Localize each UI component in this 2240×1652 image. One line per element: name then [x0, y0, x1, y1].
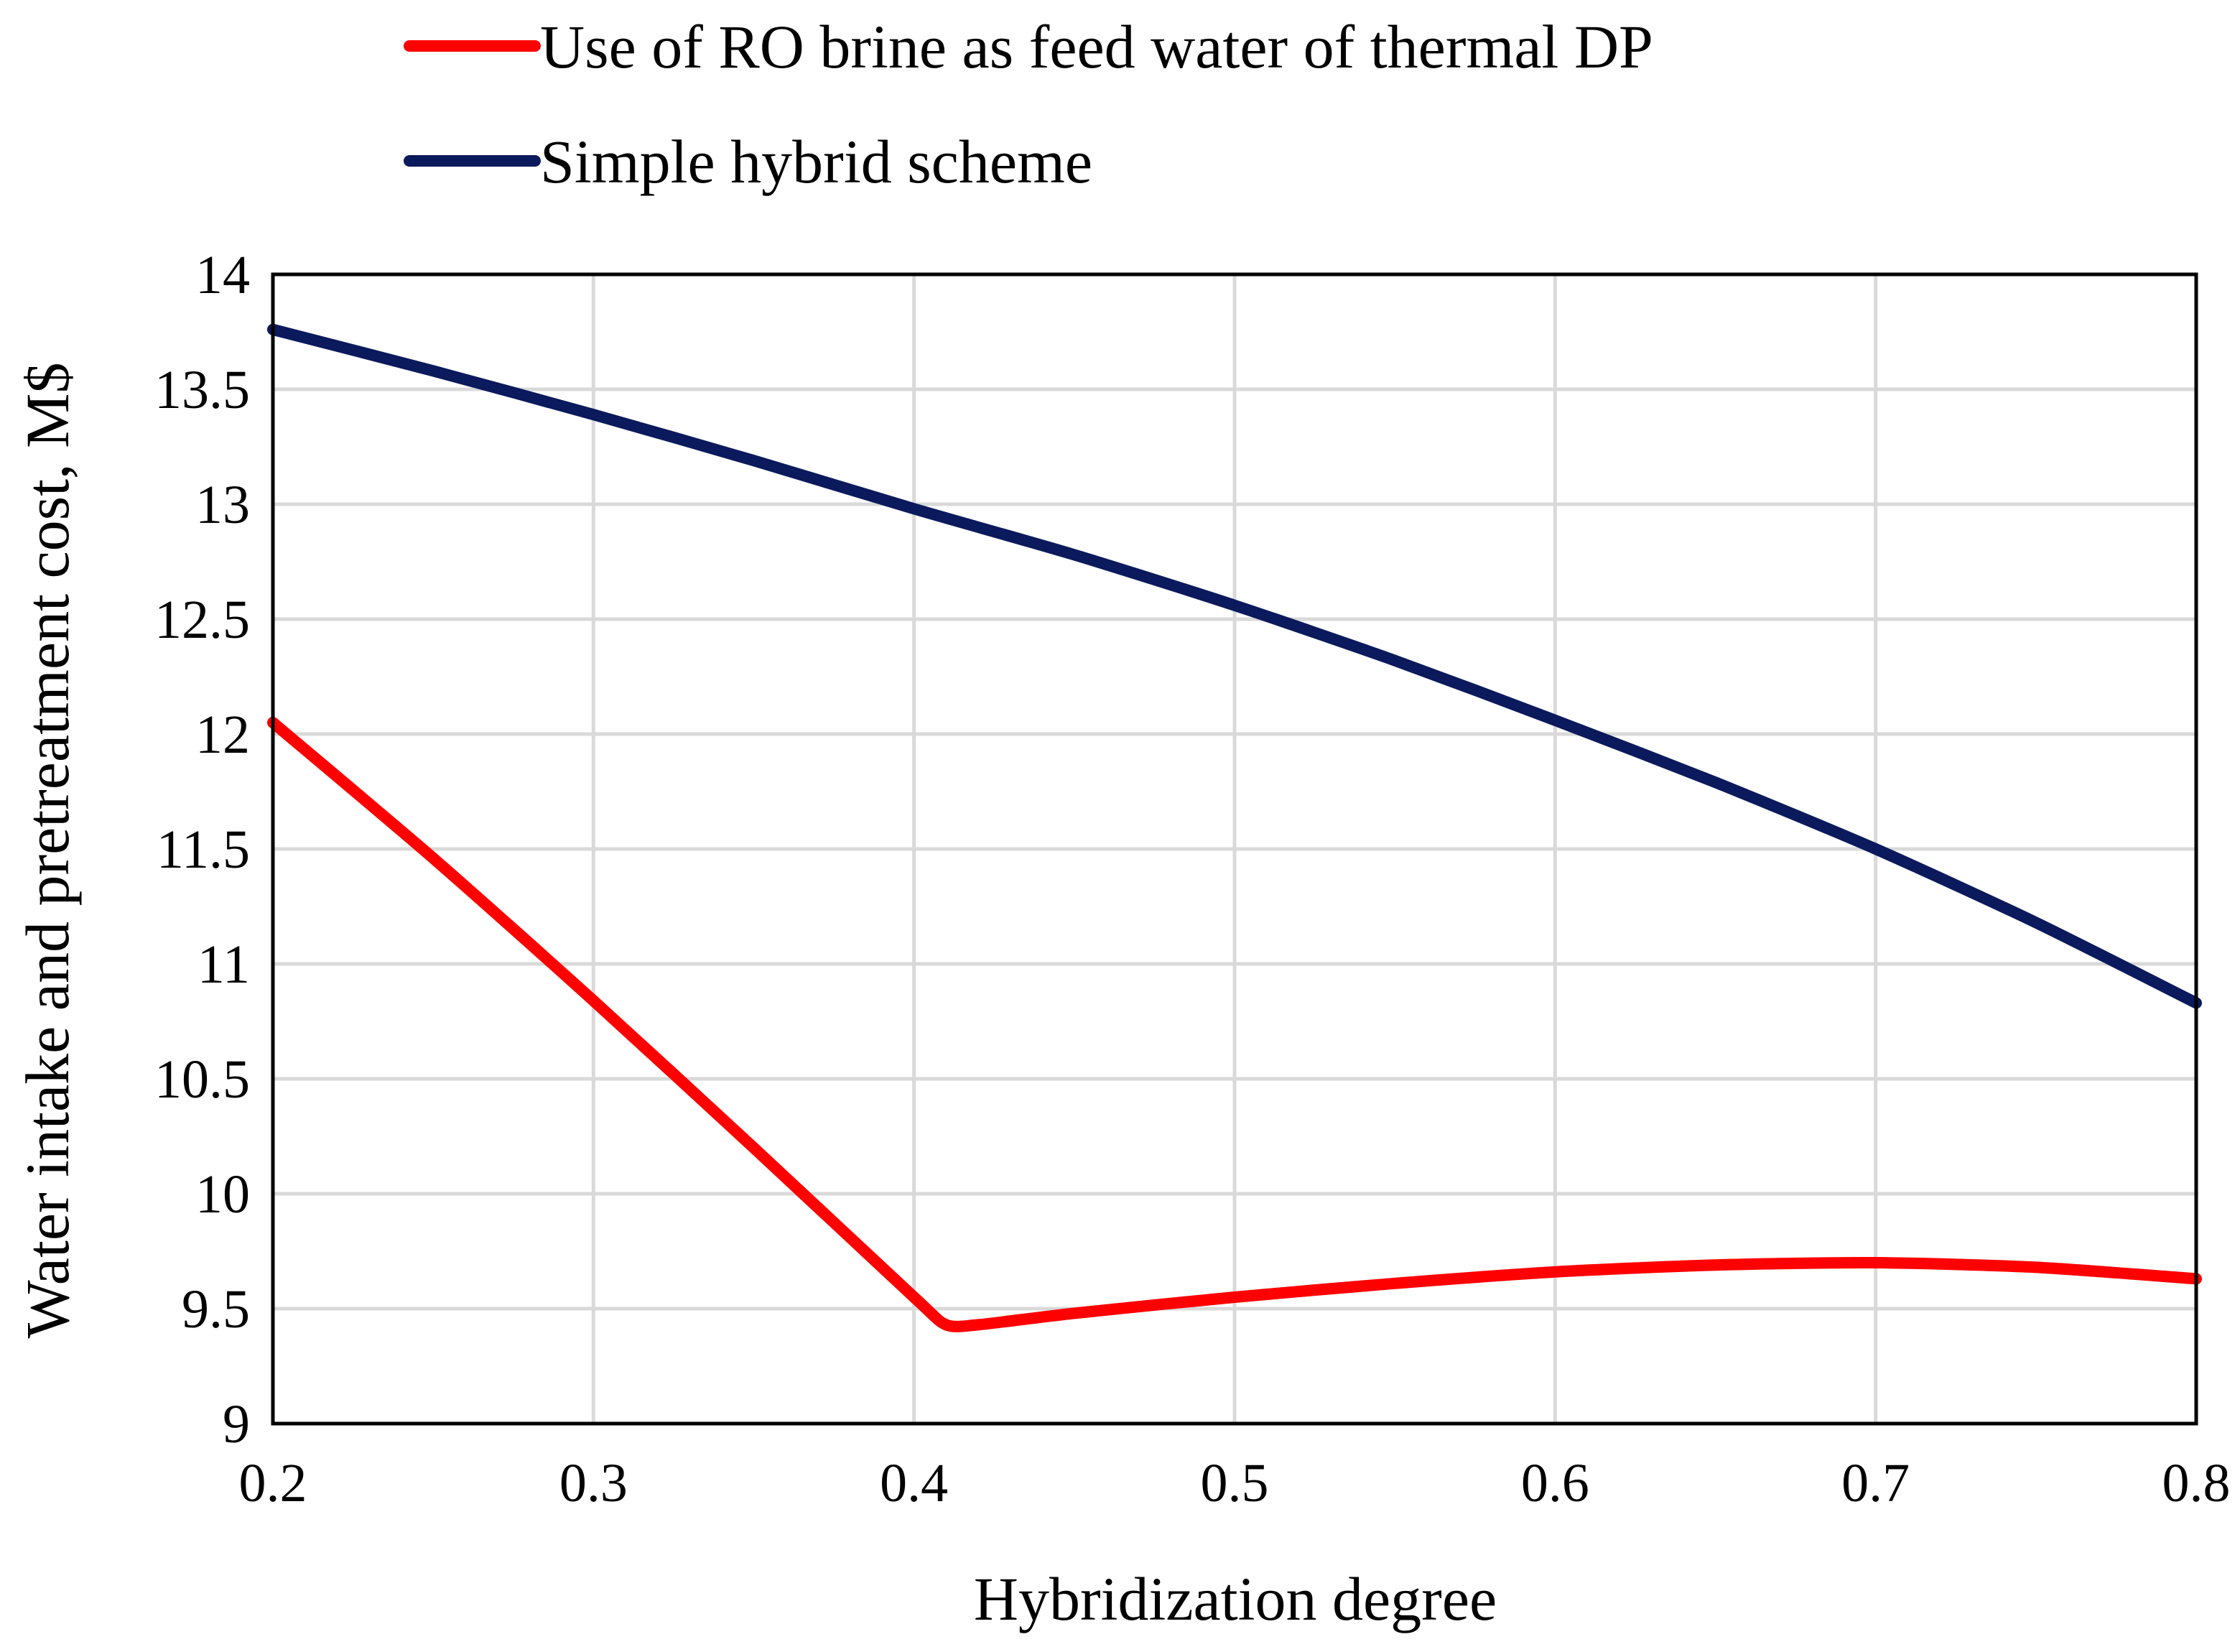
y-tick-label: 12: [195, 705, 250, 765]
x-tick-label: 0.6: [1521, 1453, 1589, 1513]
y-tick-label: 10.5: [154, 1049, 250, 1110]
y-tick-label: 11: [197, 934, 250, 995]
x-tick-label: 0.8: [2162, 1453, 2231, 1513]
series-line-ro-brine: [267, 717, 2202, 1332]
y-tick-labels: 9 9.5 10 10.5 11 11.5 12 12.5 13 13.5 14: [154, 245, 250, 1454]
x-tick-label: 0.3: [559, 1453, 628, 1513]
y-tick-label: 14: [195, 245, 250, 305]
x-axis-label: Hybridization degree: [974, 1564, 1497, 1633]
legend-label-ro-brine: Use of RO brine as feed water of thermal…: [540, 12, 1653, 81]
y-tick-label: 13: [195, 475, 250, 535]
y-tick-label: 13.5: [154, 360, 250, 420]
y-tick-label: 10: [195, 1164, 250, 1225]
x-tick-label: 0.4: [880, 1453, 948, 1513]
legend: Use of RO brine as feed water of thermal…: [404, 12, 1653, 196]
y-tick-label: 11.5: [157, 820, 250, 880]
gridlines: [271, 272, 2198, 1426]
legend-label-simple-hybrid: Simple hybrid scheme: [540, 127, 1092, 196]
x-tick-labels: 0.2 0.3 0.4 0.5 0.6 0.7 0.8: [239, 1453, 2231, 1513]
y-tick-label: 12.5: [154, 590, 250, 650]
y-tick-label: 9.5: [182, 1279, 250, 1340]
series-lines: [267, 323, 2202, 1332]
x-tick-label: 0.2: [239, 1453, 307, 1513]
x-tick-label: 0.7: [1841, 1453, 1910, 1513]
x-tick-label: 0.5: [1201, 1453, 1269, 1513]
y-axis-label: Water intake and pretreatment cost, M$: [13, 363, 82, 1339]
y-tick-label: 9: [223, 1394, 250, 1454]
series-line-simple-hybrid: [267, 323, 2202, 1009]
plot-frame: [271, 272, 2198, 1426]
